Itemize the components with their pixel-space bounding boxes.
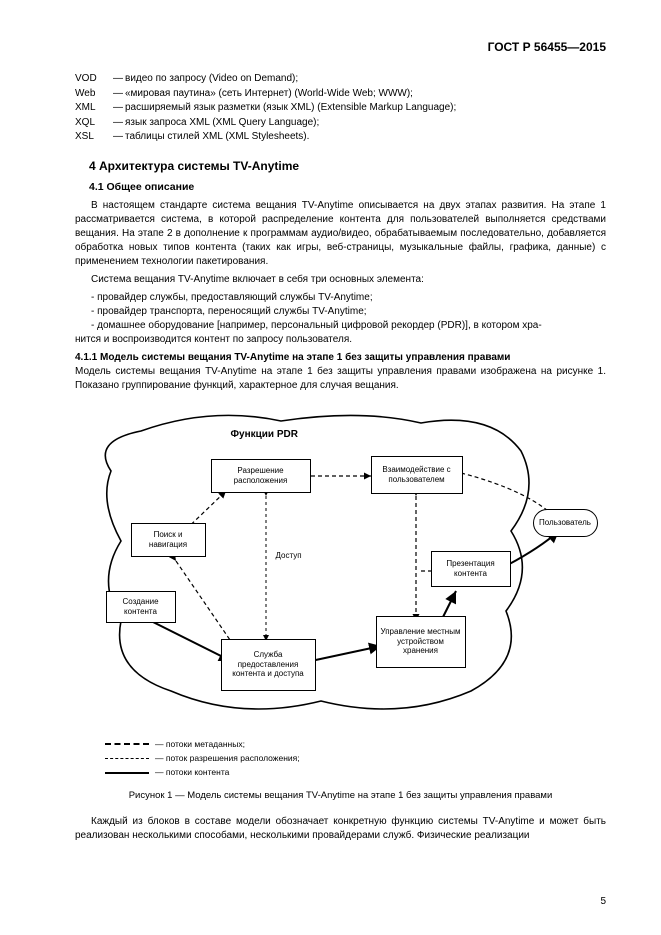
abbr: Web <box>75 87 113 102</box>
heading-4-1-1: 4.1.1 Модель системы вещания TV-Anytime … <box>75 351 606 365</box>
abbr: XSL <box>75 130 113 145</box>
abbr: XML <box>75 101 113 116</box>
label-access: Доступ <box>276 551 302 560</box>
paragraph: В настоящем стандарте система вещания TV… <box>75 199 606 269</box>
figure-caption: Рисунок 1 — Модель системы вещания TV-An… <box>75 790 606 801</box>
paragraph: Каждый из блоков в составе модели обозна… <box>75 815 606 843</box>
node-storage: Управление местным устройством хранения <box>376 616 466 668</box>
paragraph: нится и воспроизводится контент по запро… <box>75 333 606 347</box>
abbr: VOD <box>75 72 113 87</box>
list-item: - провайдер транспорта, переносящий служ… <box>91 305 606 319</box>
def-text: «мировая паутина» (сеть Интернет) (World… <box>125 87 413 102</box>
figure-title: Функции PDR <box>231 429 298 440</box>
page: ГОСТ Р 56455—2015 VOD—видео по запросу (… <box>0 0 661 935</box>
node-resolve: Разрешение расположения <box>211 459 311 493</box>
list-item: - домашнее оборудование [например, персо… <box>91 319 606 333</box>
doc-id: ГОСТ Р 56455—2015 <box>75 40 606 54</box>
def-text: язык запроса XML (XML Query Language); <box>125 116 319 131</box>
list-item: - провайдер службы, предоставляющий служ… <box>91 291 606 305</box>
def-text: таблицы стилей XML (XML Stylesheets). <box>125 130 309 145</box>
abbr: XQL <box>75 116 113 131</box>
paragraph: Модель системы вещания TV-Anytime на эта… <box>75 365 606 393</box>
node-search: Поиск и навигация <box>131 523 206 557</box>
page-number: 5 <box>600 896 606 907</box>
heading-4: 4 Архитектура системы TV-Anytime <box>89 159 606 173</box>
node-interact: Взаимодействие с пользователем <box>371 456 463 494</box>
figure-legend: — потоки метаданных; — поток разрешения … <box>105 737 606 780</box>
node-present: Презентация контента <box>431 551 511 587</box>
heading-4-1: 4.1 Общее описание <box>89 181 606 193</box>
node-provide: Служба предоставления контента и доступа <box>221 639 316 691</box>
def-text: расширяемый язык разметки (язык XML) (Ex… <box>125 101 456 116</box>
definitions-block: VOD—видео по запросу (Video on Demand); … <box>75 72 606 145</box>
node-user: Пользователь <box>533 509 598 537</box>
legend-meta: — потоки метаданных; <box>155 737 245 751</box>
node-create: Создание контента <box>106 591 176 623</box>
paragraph: Система вещания TV-Anytime включает в се… <box>75 273 606 287</box>
figure-1: Функции PDR Разрешение расположения Взаи… <box>81 401 601 731</box>
def-text: видео по запросу (Video on Demand); <box>125 72 298 87</box>
legend-cont: — потоки контента <box>155 765 229 779</box>
legend-loc: — поток разрешения расположения; <box>155 751 300 765</box>
